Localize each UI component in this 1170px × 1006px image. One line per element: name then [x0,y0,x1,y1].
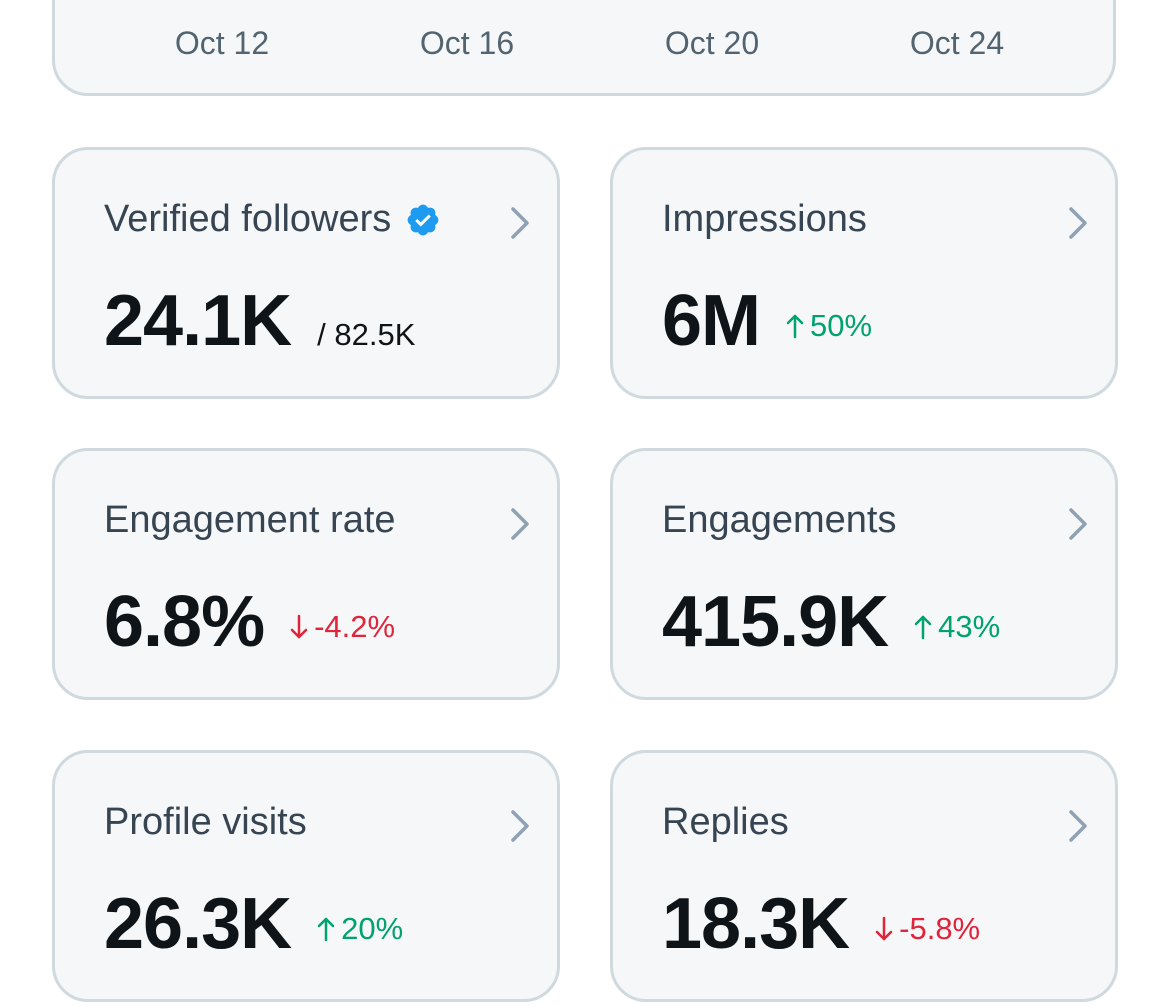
chevron-right-icon [511,207,529,239]
stat-value: 24.1K [104,281,292,361]
x-tick-label: Oct 20 [664,25,760,61]
engagement-rate-card[interactable]: Engagement rate 6.8% -4.2% [52,448,560,700]
chart-x-axis: Oct 12 Oct 16 Oct 20 Oct 24 [55,25,1113,65]
value-row: 415.9K 43% [662,581,1000,663]
change-indicator: -5.8% [875,911,980,947]
stat-value: 415.9K [662,582,889,662]
stat-total: / 82.5K [317,317,416,352]
stat-value: 26.3K [104,884,292,964]
value-row: 18.3K -5.8% [662,883,980,965]
change-value: 43% [938,609,1001,644]
card-label: Verified followers [104,198,392,240]
card-title: Engagement rate [104,499,396,542]
card-title: Replies [662,801,789,844]
card-title: Engagements [662,499,897,542]
stat-value: 6.8% [104,582,265,662]
change-indicator: 50% [786,308,872,344]
change-value: 50% [810,308,873,343]
x-tick-label: Oct 16 [419,25,515,61]
chevron-right-icon [1069,207,1087,239]
verified-followers-card[interactable]: Verified followers 24.1K / 82.5K [52,147,560,399]
chevron-right-icon [511,508,529,540]
card-label: Engagements [662,499,897,541]
x-tick-label: Oct 12 [174,25,270,61]
change-indicator: 43% [914,609,1000,645]
arrow-up-icon [914,615,932,640]
change-value: -4.2% [314,609,396,644]
card-label: Profile visits [104,801,307,843]
impressions-card[interactable]: Impressions 6M 50% [610,147,1118,399]
arrow-up-icon [786,314,804,339]
card-title: Profile visits [104,801,307,844]
chevron-right-icon [1069,810,1087,842]
value-row: 24.1K / 82.5K [104,280,415,362]
card-label: Engagement rate [104,499,396,541]
verified-badge-icon [407,204,439,235]
value-row: 6.8% -4.2% [104,581,395,663]
profile-visits-card[interactable]: Profile visits 26.3K 20% [52,750,560,1002]
value-row: 6M 50% [662,280,872,362]
chart-card: Oct 12 Oct 16 Oct 20 Oct 24 [52,0,1116,96]
change-value: -5.8% [899,911,981,946]
change-value: 20% [341,911,404,946]
arrow-up-icon [317,917,335,942]
x-tick-label: Oct 24 [909,25,1005,61]
card-title: Verified followers [104,198,441,241]
chevron-right-icon [511,810,529,842]
card-title: Impressions [662,198,867,241]
stat-value: 6M [662,281,761,361]
chevron-right-icon [1069,508,1087,540]
replies-card[interactable]: Replies 18.3K -5.8% [610,750,1118,1002]
change-indicator: 20% [317,911,403,947]
card-label: Impressions [662,198,867,240]
change-indicator: -4.2% [290,609,395,645]
card-label: Replies [662,801,789,843]
stat-value: 18.3K [662,884,850,964]
arrow-down-icon [875,916,893,941]
arrow-down-icon [290,614,308,639]
engagements-card[interactable]: Engagements 415.9K 43% [610,448,1118,700]
value-row: 26.3K 20% [104,883,403,965]
